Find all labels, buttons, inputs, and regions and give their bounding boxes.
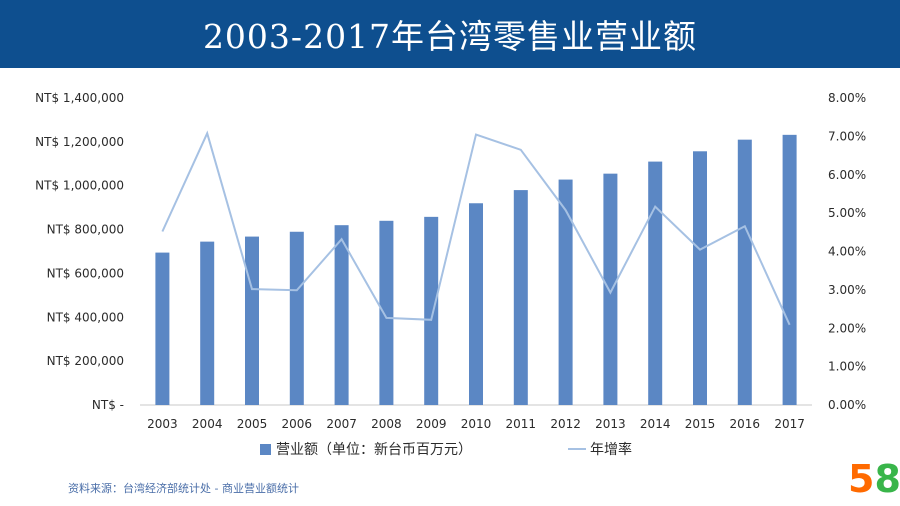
y-left-tick-label: NT$ 400,000 [47,310,124,324]
bar-2007 [334,225,349,405]
58-logo: 58 [848,460,900,498]
y-left-tick-label: NT$ 1,400,000 [35,91,124,105]
growth-rate-line [161,130,791,326]
y-right-tick-label: 5.00% [828,206,866,220]
y-axis-left: NT$ - NT$ 200,000 NT$ 400,000 NT$ 600,000 NT… [35,91,124,412]
y-left-tick-label: NT$ 600,000 [47,266,124,280]
source-note: 资料来源：台湾经济部统计处 - 商业营业额统计 [68,482,299,495]
bar-2003 [155,252,170,405]
bar-2011 [513,190,528,405]
y-axis-right: 0.00% 1.00% 2.00% 3.00% 4.00% 5.00% 6.00% 7.00%… [828,91,866,412]
x-axis: 2003 2004 2005 2006 2007 2008 2009 2010 2011 2012… [147,417,805,431]
x-tick-label: 2013 [595,417,626,431]
x-tick-label: 2004 [192,417,223,431]
bar-2012 [558,179,573,405]
bar-2010 [469,203,483,405]
x-tick-label: 2006 [282,417,313,431]
y-right-tick-label: 3.00% [828,283,866,297]
bar-2015 [693,151,707,405]
x-tick-label: 2005 [237,417,268,431]
bar-2013 [603,173,618,405]
logo-digit-5: 5 [848,457,875,501]
x-tick-label: 2016 [730,417,761,431]
y-right-tick-label: 6.00% [828,168,866,182]
x-tick-label: 2011 [506,417,537,431]
y-right-tick-label: 4.00% [828,245,866,259]
bar-2016 [737,139,752,405]
logo-digit-8: 8 [874,457,900,501]
page-title: 2003-2017年台湾零售业营业额 [202,17,698,56]
y-right-tick-label: 7.00% [828,129,866,143]
y-left-tick-label: NT$ 800,000 [47,223,124,237]
legend-bar-swatch [260,444,271,455]
x-tick-label: 2014 [640,417,671,431]
bar-2017 [782,134,797,405]
y-right-tick-label: 0.00% [828,398,866,412]
x-tick-label: 2007 [326,417,357,431]
legend-line-label: 年增率 [590,441,632,458]
x-tick-label: 2009 [416,417,447,431]
x-tick-label: 2010 [461,417,492,431]
bar-2014 [648,161,663,405]
x-tick-label: 2008 [371,417,402,431]
legend: 营业额（单位：新台币百万元） 年增率 [260,441,632,458]
y-right-tick-label: 8.00% [828,91,866,105]
bar-2005 [245,236,259,405]
y-right-tick-label: 1.00% [828,360,866,374]
y-left-tick-label: NT$ 1,200,000 [35,135,124,149]
title-banner: 2003-2017年台湾零售业营业额 [0,0,900,68]
x-tick-label: 2017 [774,417,805,431]
x-tick-label: 2015 [685,417,716,431]
bar-2009 [424,216,439,405]
y-left-tick-label: NT$ 200,000 [47,354,124,368]
y-right-tick-label: 2.00% [828,321,866,335]
bar-2006 [289,231,304,405]
bar-2004 [200,241,215,405]
bar-series [155,134,797,405]
y-left-tick-label: NT$ - [92,398,124,412]
bar-2008 [379,220,394,405]
x-tick-label: 2003 [147,417,178,431]
chart: NT$ - NT$ 200,000 NT$ 400,000 NT$ 600,000 NT… [35,91,866,458]
y-left-tick-label: NT$ 1,000,000 [35,179,124,193]
x-tick-label: 2012 [550,417,581,431]
legend-bar-label: 营业额（单位：新台币百万元） [276,442,472,458]
